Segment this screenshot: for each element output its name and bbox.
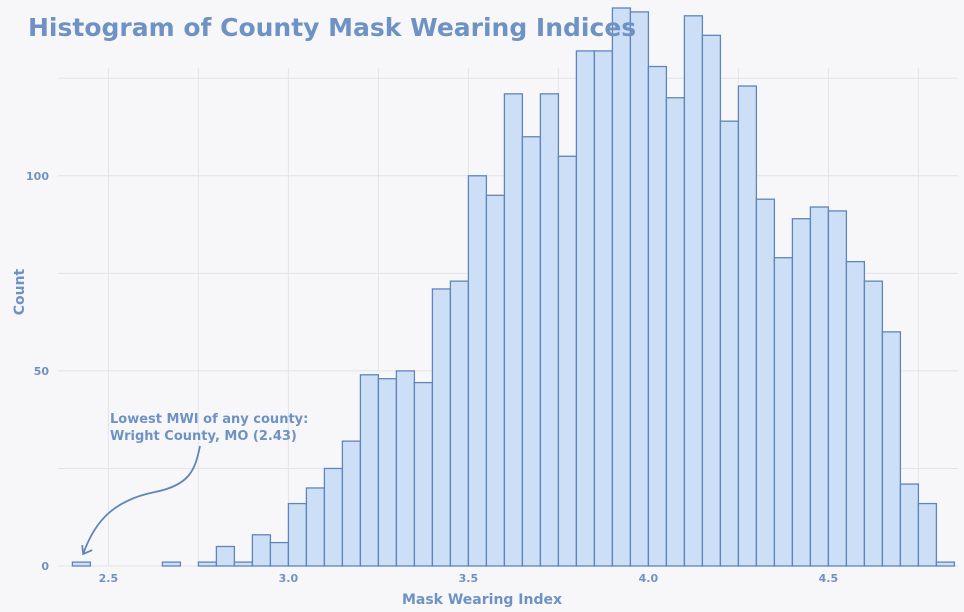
histogram-bar bbox=[611, 7, 632, 567]
histogram-bar bbox=[557, 155, 578, 567]
histogram-bar bbox=[863, 280, 884, 567]
histogram-bar bbox=[791, 218, 812, 567]
x-axis-label: Mask Wearing Index bbox=[402, 592, 562, 608]
histogram-bar bbox=[809, 206, 830, 567]
histogram-bar bbox=[377, 378, 398, 567]
x-tick-label: 3.0 bbox=[279, 572, 299, 585]
annotation-arrow bbox=[82, 445, 201, 555]
histogram-bar bbox=[647, 65, 668, 567]
histogram-bar bbox=[701, 34, 722, 567]
histogram-bar bbox=[449, 280, 470, 567]
histogram-bar bbox=[629, 11, 650, 567]
histogram-bar bbox=[539, 93, 560, 567]
histogram-bar bbox=[593, 50, 614, 567]
histogram-bar bbox=[521, 136, 542, 567]
x-tick-label: 2.5 bbox=[99, 572, 119, 585]
histogram-bar bbox=[287, 502, 308, 567]
histogram-bar bbox=[359, 374, 380, 567]
histogram-bar bbox=[413, 381, 434, 567]
x-tick-label: 4.0 bbox=[639, 572, 659, 585]
y-tick-label: 0 bbox=[41, 560, 49, 573]
histogram-bar bbox=[467, 175, 488, 567]
histogram-bar bbox=[233, 561, 254, 567]
annotation-line-2: Wright County, MO (2.43) bbox=[110, 429, 297, 444]
histogram-bar bbox=[719, 120, 740, 567]
histogram-bar bbox=[935, 561, 956, 567]
x-tick-label: 4.5 bbox=[819, 572, 839, 585]
histogram-bar bbox=[251, 534, 272, 567]
histogram-bar bbox=[665, 97, 686, 567]
histogram-bar bbox=[197, 561, 218, 567]
x-tick-label: 3.5 bbox=[459, 572, 479, 585]
y-axis-label: Count bbox=[12, 268, 28, 315]
histogram-bar bbox=[395, 370, 416, 567]
histogram-bar bbox=[71, 561, 92, 567]
histogram-bar bbox=[575, 50, 596, 567]
histogram-bar bbox=[485, 194, 506, 567]
histogram-bar bbox=[503, 93, 524, 567]
histogram-bar bbox=[917, 502, 938, 567]
histogram-bar bbox=[755, 198, 776, 567]
annotation-arrowhead bbox=[81, 544, 93, 556]
histogram-bar bbox=[827, 210, 848, 567]
histogram-bar bbox=[881, 331, 902, 567]
histogram-bar bbox=[737, 85, 758, 567]
histogram-bar bbox=[845, 260, 866, 567]
histogram-bar bbox=[323, 467, 344, 567]
histogram-bar bbox=[305, 487, 326, 567]
bars-layer bbox=[71, 7, 956, 567]
histogram-bar bbox=[431, 288, 452, 567]
annotation: Lowest MWI of any county: Wright County,… bbox=[81, 412, 308, 556]
annotation-line-1: Lowest MWI of any county: bbox=[110, 412, 308, 427]
histogram-bar bbox=[773, 257, 794, 567]
y-tick-label: 50 bbox=[34, 365, 50, 378]
histogram-bar bbox=[899, 483, 920, 567]
y-tick-label: 100 bbox=[26, 170, 49, 183]
histogram-bar bbox=[215, 545, 236, 567]
histogram-bar bbox=[341, 440, 362, 567]
ticks-layer: 2.5 3.0 3.5 4.0 4.5 0 50 100 bbox=[26, 170, 838, 585]
chart-title: Histogram of County Mask Wearing Indices bbox=[28, 13, 636, 42]
histogram-bar bbox=[683, 15, 704, 567]
histogram-bar bbox=[269, 541, 290, 567]
histogram-bar bbox=[161, 561, 182, 567]
